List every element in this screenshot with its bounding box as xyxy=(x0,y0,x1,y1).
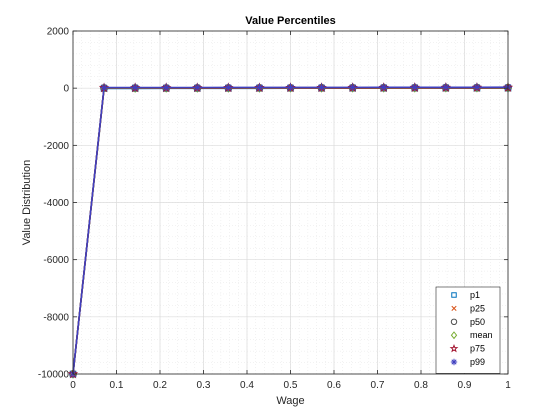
legend-marker-mean xyxy=(450,331,458,340)
y-tick-label: -6000 xyxy=(43,255,69,266)
y-tick-label: -4000 xyxy=(43,198,69,209)
data-point-p99 xyxy=(131,83,140,92)
x-tick-label: 0.1 xyxy=(110,380,124,391)
y-tick-label: 2000 xyxy=(47,27,70,38)
legend-marker-p75 xyxy=(449,343,459,353)
legend-marker-p1 xyxy=(451,292,457,298)
x-tick-label: 0.4 xyxy=(240,380,254,391)
x-tick-label: 0.2 xyxy=(153,380,167,391)
legend-label-p25: p25 xyxy=(470,303,485,313)
data-point-p99 xyxy=(348,83,357,92)
y-tick-label: -2000 xyxy=(43,141,69,152)
series-p99 xyxy=(69,83,512,378)
data-point-p99 xyxy=(410,83,419,92)
x-tick-label: 0.3 xyxy=(197,380,211,391)
x-tick-label: 0.8 xyxy=(414,380,428,391)
legend-label-p99: p99 xyxy=(470,357,485,367)
legend-label-mean: mean xyxy=(470,330,493,340)
legend-marker-p25 xyxy=(451,305,457,311)
legend-marker-p50 xyxy=(450,318,458,326)
data-point-p99 xyxy=(317,83,326,92)
legend: p1 p25 p50 mean p75 p99 xyxy=(435,286,501,374)
y-tick-label: -8000 xyxy=(43,312,69,323)
x-axis-ticks: 0 0.1 0.2 0.3 0.4 0.5 0.6 0.7 0.8 0.9 1 xyxy=(70,31,511,391)
data-point-p99 xyxy=(441,83,450,92)
data-point-p99 xyxy=(162,83,171,92)
x-axis-label: Wage xyxy=(276,395,304,407)
data-point-p99 xyxy=(100,83,109,92)
chart-title: Value Percentiles xyxy=(245,15,336,27)
legend-label-p50: p50 xyxy=(470,317,485,327)
legend-marker-p99 xyxy=(450,358,458,366)
x-tick-label: 0.6 xyxy=(327,380,341,391)
y-axis-ticks: -10000 -8000 -6000 -4000 -2000 0 2000 xyxy=(38,27,508,381)
data-point-p99 xyxy=(286,83,295,92)
x-tick-label: 0.9 xyxy=(458,380,472,391)
legend-label-p1: p1 xyxy=(470,290,480,300)
data-point-p99 xyxy=(193,83,202,92)
data-point-p99 xyxy=(224,83,233,92)
legend-entry-p75: p75 xyxy=(449,343,485,354)
data-point-p99 xyxy=(379,83,388,92)
data-point-p99 xyxy=(472,83,481,92)
y-tick-label: -10000 xyxy=(38,370,70,381)
y-tick-label: 0 xyxy=(63,84,69,95)
legend-entry-p1: p1 xyxy=(451,290,480,300)
x-tick-label: 1 xyxy=(505,380,511,391)
x-tick-label: 0.7 xyxy=(371,380,385,391)
legend-entry-p99: p99 xyxy=(450,357,485,367)
legend-entry-p50: p50 xyxy=(450,317,485,327)
y-axis-label: Value Distribution xyxy=(21,160,33,245)
legend-entry-mean: mean xyxy=(450,330,493,340)
x-tick-label: 0.5 xyxy=(284,380,298,391)
legend-box xyxy=(435,286,501,374)
data-point-p99 xyxy=(255,83,264,92)
legend-entry-p25: p25 xyxy=(451,303,485,313)
legend-label-p75: p75 xyxy=(470,344,485,354)
x-tick-label: 0 xyxy=(70,380,76,391)
series-layer xyxy=(67,82,514,379)
